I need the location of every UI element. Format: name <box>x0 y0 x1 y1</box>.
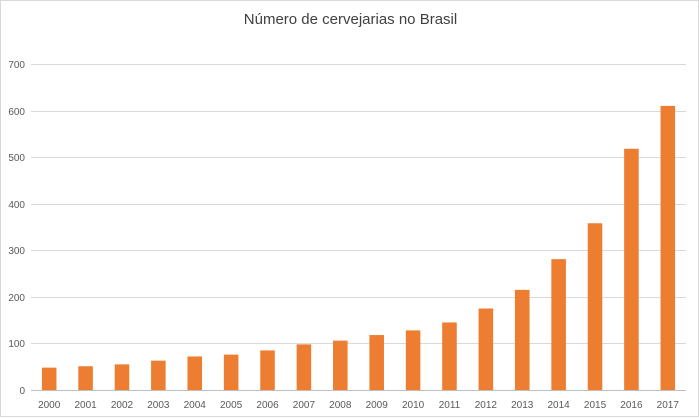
bars <box>41 105 676 391</box>
x-tick-label: 2013 <box>511 400 534 411</box>
x-tick-label: 2017 <box>657 400 680 411</box>
gridlines <box>31 64 686 391</box>
y-tick-labels: 0 100 200 300 400 500 600 700 <box>8 60 25 397</box>
x-tick-label: 2005 <box>220 400 243 411</box>
bar-2005 <box>223 354 239 390</box>
x-tick-label: 2015 <box>584 400 607 411</box>
bar-2004 <box>187 356 203 390</box>
bar-2015 <box>587 223 603 390</box>
bar-2009 <box>369 335 384 390</box>
x-tick-label: 2012 <box>475 400 498 411</box>
x-tick-labels: 2000 2001 2002 2003 2004 2005 2006 2007 2008 2009… <box>38 400 679 411</box>
bar-2008 <box>333 340 348 390</box>
bar-2012 <box>478 308 494 390</box>
y-tick-label: 0 <box>19 386 25 397</box>
bar-2014 <box>551 259 566 390</box>
x-tick-label: 2014 <box>548 400 571 411</box>
x-tick-label: 2004 <box>184 400 207 411</box>
y-tick-label: 200 <box>8 293 25 304</box>
y-tick-label: 600 <box>8 107 25 118</box>
bar-2006 <box>260 350 275 390</box>
y-tick-label: 700 <box>8 60 25 71</box>
bar-2016 <box>624 148 639 390</box>
chart-title: Número de cervejarias no Brasil <box>243 11 458 28</box>
y-tick-label: 100 <box>8 339 25 350</box>
y-tick-label: 300 <box>8 246 25 257</box>
x-tick-label: 2009 <box>366 400 389 411</box>
x-tick-label: 2006 <box>256 400 279 411</box>
x-tick-label: 2003 <box>147 400 170 411</box>
x-tick-label: 2001 <box>74 400 97 411</box>
x-tick-label: 2000 <box>38 400 61 411</box>
bar-2007 <box>296 344 312 390</box>
bar-2000 <box>41 367 57 390</box>
bar-2011 <box>442 322 457 390</box>
y-tick-label: 500 <box>8 153 25 164</box>
x-tick-label: 2016 <box>620 400 643 411</box>
x-tick-label: 2002 <box>111 400 134 411</box>
x-tick-label: 2008 <box>329 400 352 411</box>
x-tick-label: 2007 <box>293 400 316 411</box>
bar-2010 <box>405 330 421 390</box>
bar-2017 <box>660 105 676 391</box>
bar-2003 <box>151 360 166 390</box>
x-tick-label: 2011 <box>439 400 461 411</box>
bar-2001 <box>78 366 93 390</box>
bar-2013 <box>514 289 530 390</box>
x-tick-label: 2010 <box>402 400 425 411</box>
bar-2002 <box>114 364 130 390</box>
y-tick-label: 400 <box>8 200 25 211</box>
